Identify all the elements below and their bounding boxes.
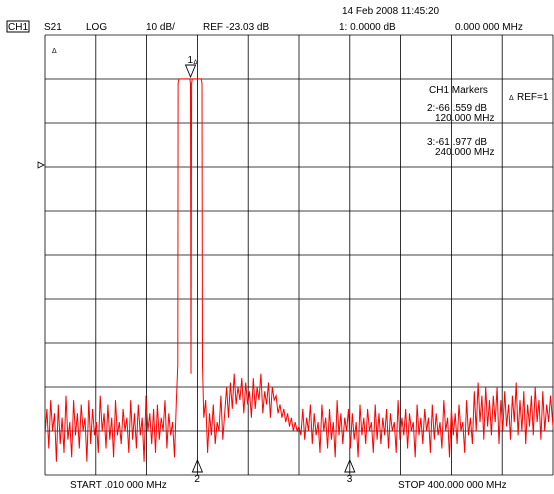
marker-panel-title: CH1 Markers <box>429 85 488 96</box>
channel-label[interactable]: CH1 <box>8 22 28 33</box>
ref-delta-icon: Δ <box>509 95 514 102</box>
scale-label[interactable]: 10 dB/ <box>146 22 175 33</box>
marker-1[interactable]: Δ1 <box>184 55 198 79</box>
marker-2-value: 2:-66 .559 dB <box>427 103 487 114</box>
start-frequency[interactable]: START .010 000 MHz <box>70 480 167 491</box>
marker-2[interactable]: 2 <box>191 458 204 485</box>
reference-label[interactable]: REF -23.03 dB <box>203 22 269 33</box>
marker-1-delta-icon: Δ <box>194 60 198 66</box>
marker-1-triangle-icon <box>184 64 197 79</box>
marker-2-label: 2 <box>194 474 200 485</box>
marker-3[interactable]: 3 <box>344 458 356 485</box>
marker-3-triangle-icon <box>344 458 356 473</box>
marker-1-label: 1 <box>188 55 194 66</box>
timestamp: 14 Feb 2008 11:45:20 <box>342 6 440 17</box>
reference-position-icon <box>37 161 45 169</box>
s21-trace <box>44 78 554 462</box>
marker-3-value: 3:-61 .977 dB <box>427 137 487 148</box>
marker-2-stimulus: 120.000 MHz <box>435 113 494 124</box>
active-marker-value: 1: 0.0000 dB <box>339 22 396 33</box>
trace-status-icon: Δ <box>52 48 57 55</box>
active-marker-stimulus: 0.000 000 MHz <box>455 22 523 33</box>
marker-3-label: 3 <box>347 474 353 485</box>
marker-3-stimulus: 240.000 MHz <box>435 147 494 158</box>
markers[interactable]: Δ1 2 3 <box>184 55 356 485</box>
parameter-label[interactable]: S21 <box>44 22 62 33</box>
marker-2-triangle-icon <box>191 458 204 473</box>
stop-frequency[interactable]: STOP 400.000 000 MHz <box>398 480 507 491</box>
format-label[interactable]: LOG <box>86 22 107 33</box>
channel-box[interactable] <box>6 20 30 33</box>
marker-panel-ref: REF=1 <box>517 92 549 103</box>
